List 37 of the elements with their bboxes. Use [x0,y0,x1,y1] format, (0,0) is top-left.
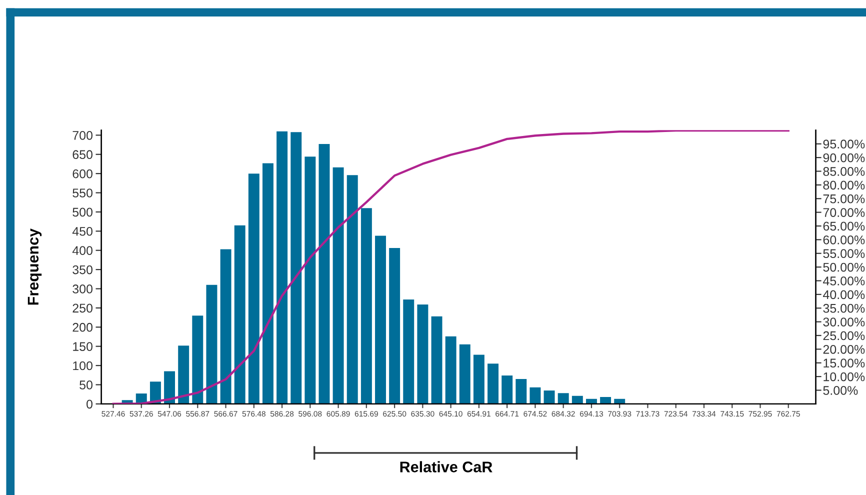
y2-tick-label: 25.00% [823,331,865,340]
y-tick-label: 200 [72,322,92,332]
y-tick-label: 700 [72,130,92,140]
y-tick-label: 350 [72,265,92,274]
y-tick-label: 600 [72,169,92,178]
y-tick-label: 250 [72,304,92,313]
y-tick-label: 300 [72,284,92,294]
y-axis-title: Frequency [28,228,42,305]
y2-tick-label: 80.00% [823,180,865,190]
line-series [112,130,790,404]
y2-tick-label: 10.00% [824,372,865,382]
x-axis-title: Relative CaR [400,461,492,472]
y2-tick-label: 90.00% [823,153,865,162]
y2-tick-label: 30.00% [823,318,865,326]
y2-tick-label: 65.00% [823,222,865,231]
y-tick-label: 450 [72,226,92,236]
y-tick-label: 500 [72,208,92,217]
y2-tick-label: 40.00% [823,290,865,300]
y-tick-label: 150 [73,342,92,351]
y2-tick-label: 60.00% [823,235,865,244]
y-tick-label: 650 [72,150,92,160]
y-tick-label: 100 [73,361,92,370]
y-tick-label: 50 [80,380,92,390]
y2-tick-label: 75.00% [823,194,865,204]
y-tick-label: 0 [86,400,92,409]
y-tick-label: 550 [72,188,92,198]
y2-tick-label: 20.00% [823,344,865,354]
y2-tick-label: 55.00% [823,249,865,258]
y2-tick-label: 50.00% [823,262,865,272]
y2-tick-label: 15.00% [824,358,865,368]
y2-tick-label: 95.00% [823,140,865,149]
y2-tick-label: 85.00% [823,167,865,176]
y2-tick-label: 5.00% [823,386,858,395]
y2-tick-label: 35.00% [823,304,865,313]
y2-tick-label: 70.00% [823,208,865,217]
y-tick-label: 400 [72,246,92,256]
y2-tick-label: 45.00% [823,276,865,286]
